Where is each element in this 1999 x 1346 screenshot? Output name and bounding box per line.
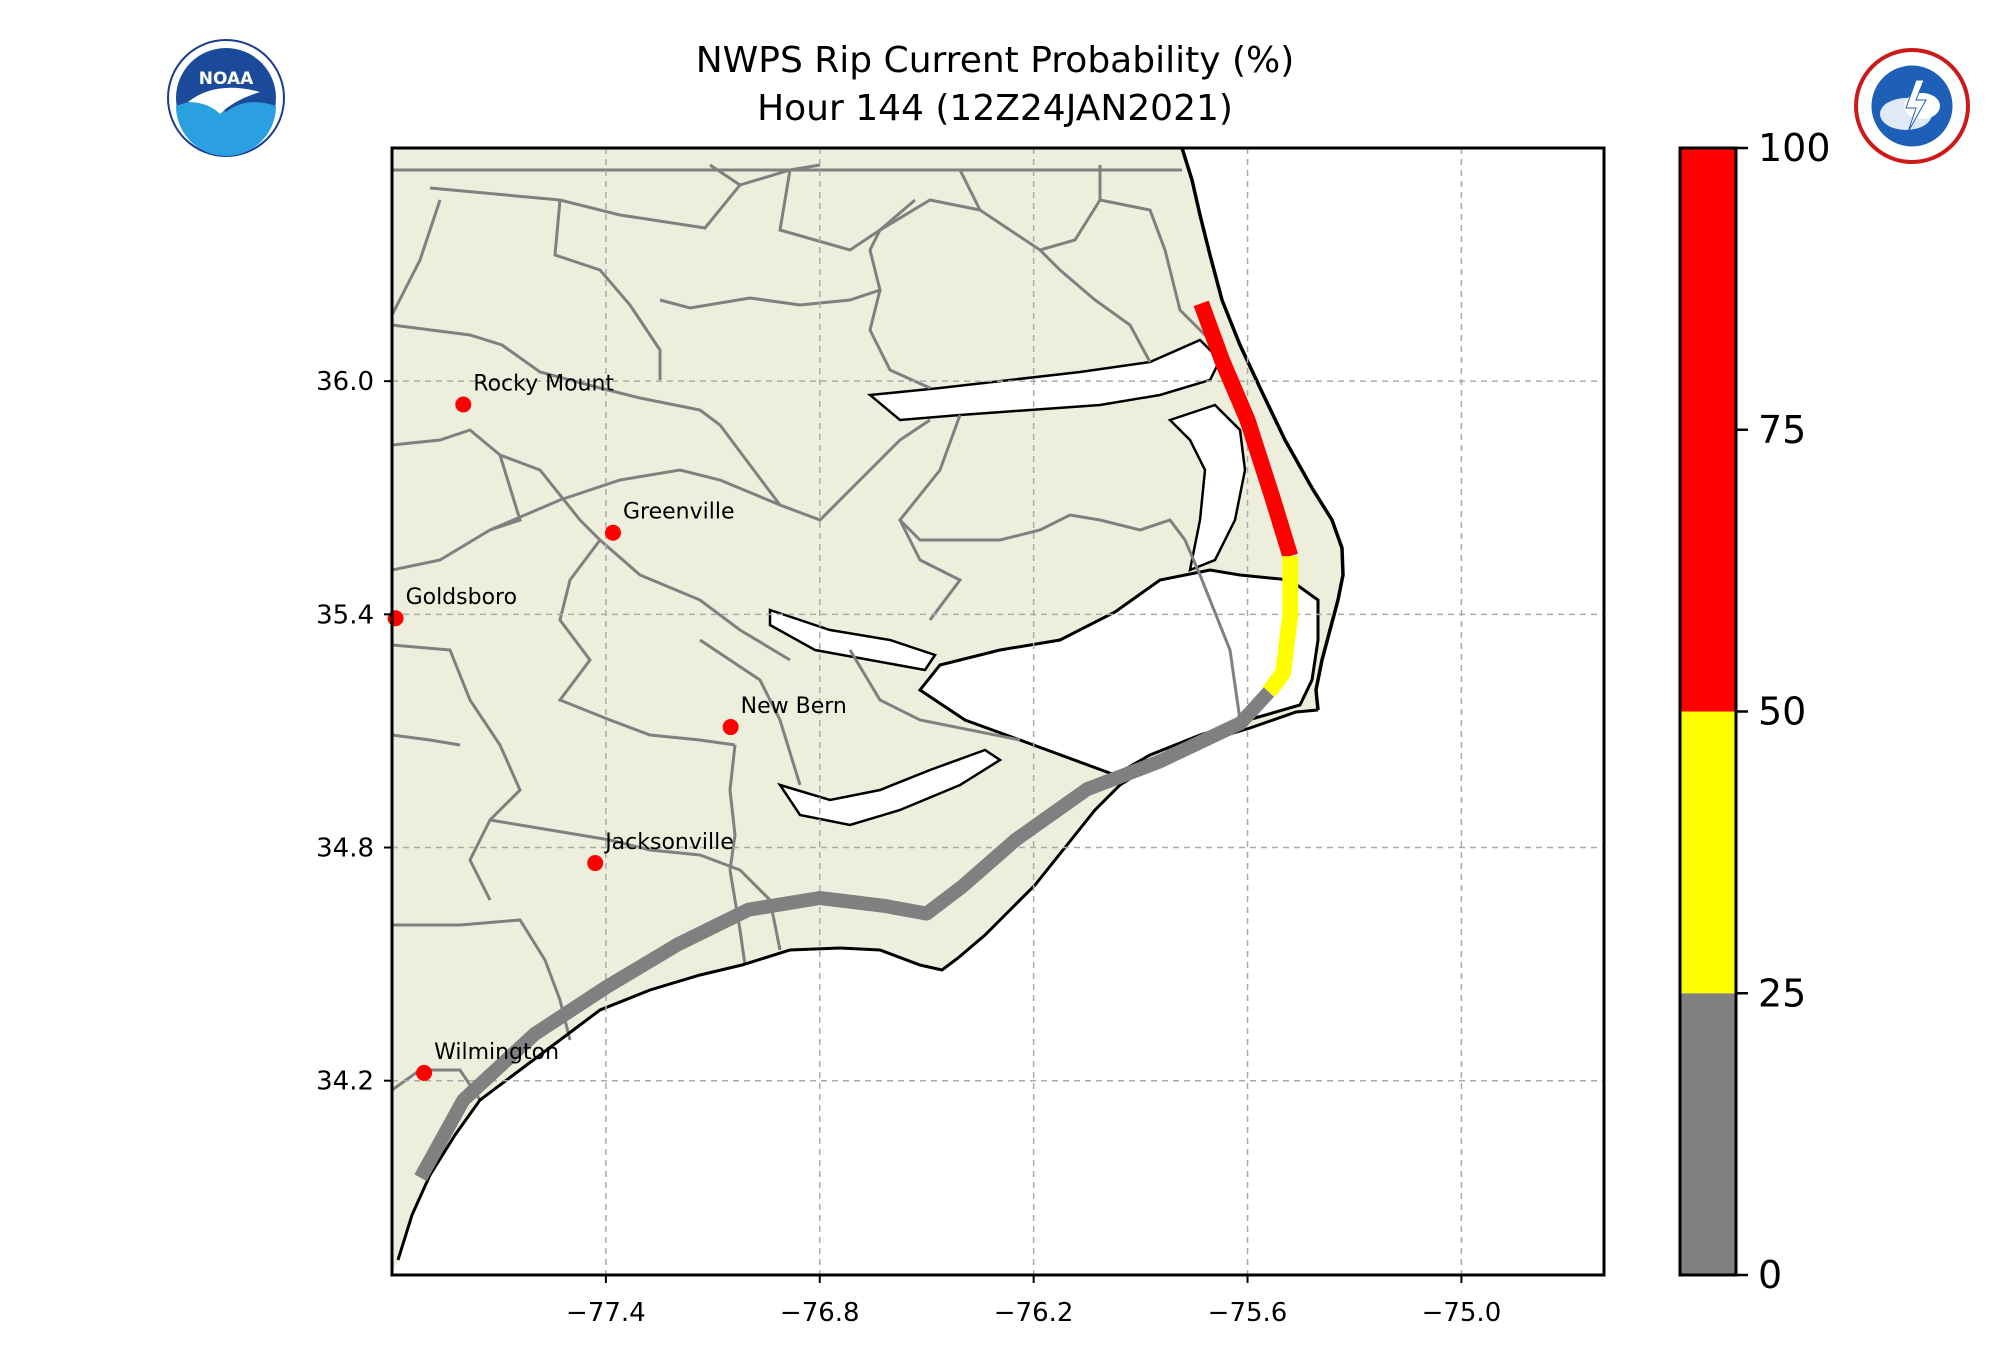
colorbar-band-1 <box>1680 711 1736 994</box>
rip-current-coastal-bands <box>414 300 1299 1182</box>
colorbar: 0 25 50 75 100 <box>1678 126 1831 1297</box>
colorbar-bands <box>1680 148 1736 1275</box>
roanoke-sound <box>1167 403 1247 573</box>
gridlines <box>392 148 1604 1275</box>
lat-tick-label-1: 35.4 <box>316 600 374 630</box>
colorbar-tick-label-0: 0 <box>1758 1253 1782 1297</box>
nws-logo-icon <box>1854 48 1970 164</box>
colorbar-tick-label-4: 100 <box>1758 126 1831 170</box>
city-marker <box>605 524 622 541</box>
city-label: Goldsboro <box>406 585 518 610</box>
pamlico-river <box>768 608 937 672</box>
lon-tick-label-0: −77.4 <box>566 1298 646 1328</box>
city-marker <box>455 396 472 413</box>
lon-tick-label-3: −75.6 <box>1208 1298 1288 1328</box>
figure-title-line1: NWPS Rip Current Probability (%) <box>696 40 1295 81</box>
colorbar-tick-label-1: 25 <box>1758 971 1806 1015</box>
longitude-ticks: −77.4 −76.8 −76.2 −75.6 −75.0 <box>566 1275 1501 1328</box>
county-lines <box>392 163 1242 1101</box>
lon-tick-label-4: −75.0 <box>1422 1298 1502 1328</box>
neuse-river <box>777 748 1003 827</box>
lat-tick-label-0: 36.0 <box>316 367 374 397</box>
city-marker <box>387 610 404 627</box>
city-label: Wilmington <box>434 1040 559 1065</box>
city-label: Jacksonville <box>603 830 734 855</box>
rip-segment-low <box>414 687 1275 1182</box>
colorbar-band-0 <box>1680 993 1736 1275</box>
lon-tick-label-1: −76.8 <box>780 1298 860 1328</box>
city-label: Greenville <box>623 500 735 525</box>
lat-tick-label-3: 34.2 <box>316 1067 374 1097</box>
lat-tick-label-2: 34.8 <box>316 834 374 864</box>
city-label: New Bern <box>741 694 847 719</box>
map-frame <box>390 146 1606 1277</box>
barrier-islands <box>1180 148 1345 711</box>
noaa-logo-icon: NOAA <box>167 39 285 157</box>
land-polygon <box>392 148 1343 1275</box>
figure-title-line2: Hour 144 (12Z24JAN2021) <box>757 88 1233 129</box>
map-panel: Rocky Mount Greenville Goldsboro New Bern Ja… <box>316 146 1606 1328</box>
rip-segment-moderate <box>1262 556 1299 697</box>
colorbar-tick-label-3: 75 <box>1758 408 1806 452</box>
city-markers: Rocky Mount Greenville Goldsboro New Bern Ja… <box>387 371 847 1081</box>
colorbar-ticks: 0 25 50 75 100 <box>1736 126 1831 1297</box>
colorbar-band-2 <box>1680 148 1736 712</box>
latitude-ticks: 36.0 35.4 34.8 34.2 <box>316 367 392 1097</box>
city-marker <box>587 855 604 872</box>
city-marker <box>416 1064 433 1081</box>
lon-tick-label-2: −76.2 <box>994 1298 1074 1328</box>
rip-segment-high <box>1193 300 1298 559</box>
noaa-logo-text: NOAA <box>199 69 254 89</box>
colorbar-tick-label-2: 50 <box>1758 690 1806 734</box>
city-marker <box>722 719 739 736</box>
albemarle-sound <box>866 338 1222 422</box>
city-label: Rocky Mount <box>473 371 614 396</box>
